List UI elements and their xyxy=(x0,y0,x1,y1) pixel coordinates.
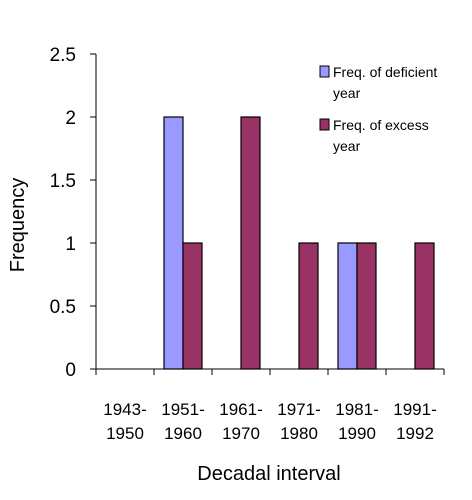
legend-label: Freq. of deficient xyxy=(333,64,437,80)
bar-excess xyxy=(298,242,319,370)
x-tick-label: 1950 xyxy=(106,424,144,443)
bars xyxy=(163,116,435,370)
y-axis-label: Frequency xyxy=(7,178,29,273)
x-axis-label: Decadal interval xyxy=(197,463,340,485)
legend-swatch xyxy=(319,65,330,78)
bar-deficient xyxy=(337,242,358,370)
x-axis: 1943- 1950 1951- 1960 1961- 1970 1971- 1980 1981… xyxy=(95,368,445,443)
x-tick-label: 1980 xyxy=(280,424,318,443)
x-tick-label: 1992 xyxy=(396,424,434,443)
x-tick-label: 1981- xyxy=(335,400,378,419)
legend-swatch xyxy=(319,118,330,131)
x-tick-label: 1951- xyxy=(161,400,204,419)
bar-excess xyxy=(182,242,203,370)
bar-excess xyxy=(414,242,435,370)
legend: Freq. of deficient year Freq. of excess yea… xyxy=(319,64,437,154)
y-axis: 0 0.5 1 1.5 2 2.5 xyxy=(50,45,97,381)
y-tick-label: 1.5 xyxy=(50,171,76,192)
x-tick-label: 1971- xyxy=(277,400,320,419)
bar-excess xyxy=(240,116,261,370)
y-tick-label: 1 xyxy=(65,234,76,255)
legend-label: year xyxy=(333,85,361,101)
x-tick-label: 1970 xyxy=(222,424,260,443)
legend-label: Freq. of excess xyxy=(333,117,429,133)
y-tick-label: 0.5 xyxy=(50,297,76,318)
y-tick-label: 2.5 xyxy=(50,45,76,66)
y-tick-label: 0 xyxy=(65,360,76,381)
x-tick-label: 1961- xyxy=(219,400,262,419)
y-tick-label: 2 xyxy=(65,108,76,129)
legend-label: year xyxy=(333,138,361,154)
x-tick-label: 1943- xyxy=(103,400,146,419)
bar-excess xyxy=(356,242,377,370)
x-tick-label: 1990 xyxy=(338,424,376,443)
x-tick-label: 1991- xyxy=(393,400,436,419)
bar-deficient xyxy=(163,116,184,370)
x-tick-label: 1960 xyxy=(164,424,202,443)
